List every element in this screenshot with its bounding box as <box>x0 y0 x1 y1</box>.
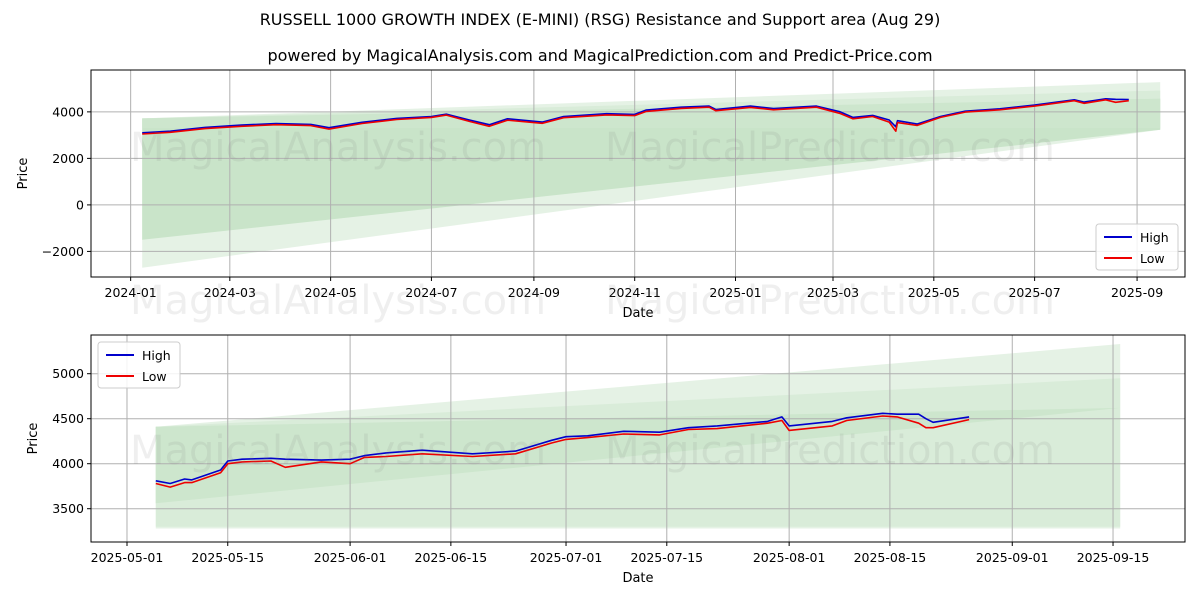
top-xtick-label-8: 2025-05 <box>908 285 960 300</box>
bottom-ytick-label-0: 3500 <box>52 501 84 516</box>
bottom-plot-area <box>91 335 1185 542</box>
top-ytick-label-0: −2000 <box>42 244 84 259</box>
bottom-xtick-label-2: 2025-06-01 <box>314 550 387 565</box>
top-xtick-label-4: 2024-09 <box>508 285 560 300</box>
top-axes-frame <box>90 69 1186 278</box>
top-xtick-label-7: 2025-03 <box>807 285 859 300</box>
bottom-chart-panel: 2025-05-01 2025-05-15 2025-06-01 2025-06-15… <box>26 334 1186 586</box>
bottom-legend-label-low: Low <box>142 369 167 384</box>
top-xtick-label-9: 2025-07 <box>1008 285 1060 300</box>
top-ytick-label-1: 0 <box>76 197 84 212</box>
bottom-ytick-label-2: 4500 <box>52 411 84 426</box>
bottom-xtick-label-7: 2025-08-15 <box>854 550 927 565</box>
bottom-xtick-label-3: 2025-06-15 <box>415 550 488 565</box>
bottom-xtick-label-4: 2025-07-01 <box>530 550 603 565</box>
top-xtick-label-6: 2025-01 <box>709 285 761 300</box>
bottom-ytick-label-1: 4000 <box>52 456 84 471</box>
bottom-x-axis-label: Date <box>622 571 653 586</box>
top-y-axis-label: Price <box>16 158 31 190</box>
top-xtick-label-3: 2024-07 <box>405 285 457 300</box>
bottom-y-axis-label: Price <box>26 423 41 455</box>
bottom-xtick-label-5: 2025-07-15 <box>630 550 703 565</box>
top-chart-panel: 2024-01 2024-03 2024-05 2024-07 2024-09 2024-… <box>16 69 1186 321</box>
top-ytick-label-3: 4000 <box>52 104 84 119</box>
top-legend-label-high: High <box>1140 230 1169 245</box>
top-band-1 <box>142 90 1161 268</box>
top-legend: High Low <box>1095 223 1179 271</box>
bottom-legend: High Low <box>97 341 181 389</box>
bottom-ytick-label-3: 5000 <box>52 366 84 381</box>
top-x-axis-label: Date <box>622 306 653 321</box>
bottom-xtick-label-6: 2025-08-01 <box>753 550 826 565</box>
bottom-xtick-label-0: 2025-05-01 <box>91 550 164 565</box>
bottom-band-2 <box>155 344 1121 529</box>
top-legend-label-low: Low <box>1140 251 1165 266</box>
top-ytick-label-2: 2000 <box>52 151 84 166</box>
top-plot-area <box>91 70 1185 277</box>
top-xtick-label-10: 2025-09 <box>1111 285 1163 300</box>
chart-title: RUSSELL 1000 GROWTH INDEX (E-MINI) (RSG)… <box>259 10 941 29</box>
bottom-axes-frame <box>90 334 1186 543</box>
top-series-low-line <box>142 99 1129 135</box>
chart-subtitle: powered by MagicalAnalysis.com and Magic… <box>267 46 933 65</box>
top-xtick-label-2: 2024-05 <box>305 285 357 300</box>
bottom-legend-label-high: High <box>142 348 171 363</box>
top-series-high-line <box>142 98 1129 134</box>
bottom-xtick-label-1: 2025-05-15 <box>191 550 264 565</box>
top-xtick-label-0: 2024-01 <box>105 285 157 300</box>
top-xtick-label-1: 2024-03 <box>204 285 256 300</box>
bottom-xtick-label-9: 2025-09-15 <box>1077 550 1150 565</box>
bottom-series-high-line <box>155 412 970 485</box>
top-band-2 <box>142 82 1161 129</box>
bottom-xtick-label-8: 2025-09-01 <box>976 550 1049 565</box>
bottom-series-low-line <box>155 415 970 488</box>
top-xtick-label-5: 2024-11 <box>609 285 661 300</box>
